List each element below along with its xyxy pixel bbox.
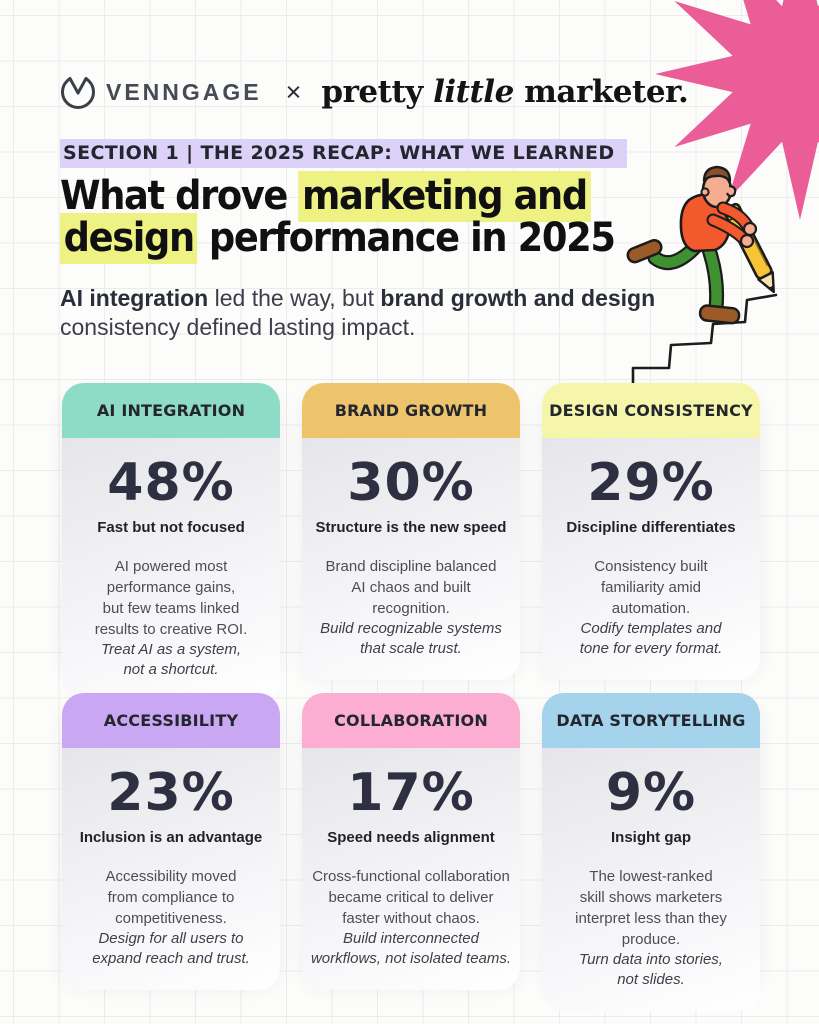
stat-tagline: Discipline differentiates [566,518,736,536]
staircase-line [631,293,778,394]
card-header: DESIGN CONSISTENCY [542,383,760,438]
stat-percent: 48% [107,453,235,513]
stat-takeaway: Treat AI as a system, not a shortcut. [100,640,242,679]
stat-tagline: Fast but not focused [97,518,245,536]
stat-tagline: Insight gap [611,828,691,846]
stat-description: Consistency built familiarity amid autom… [594,557,708,617]
stat-percent: 17% [347,763,475,823]
card-body: 30% Structure is the new speed Brand dis… [302,438,520,680]
nose [725,184,737,198]
card-header: AI INTEGRATION [62,383,280,438]
title-highlight-1: marketing and [298,171,591,222]
person-climbing-stairs-illustration [626,165,778,394]
page-title: What drove marketing and design performa… [60,171,616,264]
card-header: ACCESSIBILITY [62,693,280,748]
collab-x-separator: × [285,76,302,107]
card-header: BRAND GROWTH [302,383,520,438]
stat-takeaway: Codify templates and tone for every form… [579,619,723,658]
card-body: 48% Fast but not focused AI powered most… [62,438,280,701]
stat-description: Brand discipline balanced AI chaos and b… [325,557,497,617]
subtitle: AI integration led the way, but brand gr… [60,285,656,340]
title-highlight-2: design [60,212,198,264]
title-line-1: What drove marketing and [60,171,615,222]
card-design-consistency: DESIGN CONSISTENCY 29% Discipline differ… [542,383,760,680]
stat-description: Accessibility moved from compliance to c… [105,867,237,927]
section-label: SECTION 1 | THE 2025 RECAP: WHAT WE LEAR… [60,139,627,168]
stat-description: AI powered most performance gains, but f… [94,557,248,638]
brand-header: VENNGAGE × pretty little marketer. [60,74,689,110]
hair [702,165,732,183]
card-brand-growth: BRAND GROWTH 30% Structure is the new sp… [302,383,520,680]
stat-percent: 30% [347,453,475,513]
venngage-wordmark: VENNGAGE [106,78,262,105]
stat-description: Cross-functional collaboration became cr… [312,867,510,927]
stat-takeaway: Build interconnected workflows, not isol… [310,929,512,968]
stat-takeaway: Build recognizable systems that scale tr… [320,619,502,658]
title-line-2: design performance in 2025 [60,212,616,264]
card-ai-integration: AI INTEGRATION 48% Fast but not focused … [62,383,280,701]
card-body: 29% Discipline differentiates Consistenc… [542,438,760,680]
card-header: COLLABORATION [302,693,520,748]
stat-tagline: Structure is the new speed [315,518,507,536]
card-body: 9% Insight gap The lowest-ranked skill s… [542,748,760,1011]
stat-percent: 29% [587,453,715,513]
card-body: 23% Inclusion is an advantage Accessibil… [62,748,280,990]
card-accessibility: ACCESSIBILITY 23% Inclusion is an advant… [62,693,280,990]
card-collaboration: COLLABORATION 17% Speed needs alignment … [302,693,520,990]
stat-percent: 23% [107,763,235,823]
stat-takeaway: Design for all users to expand reach and… [92,929,250,968]
card-header: DATA STORYTELLING [542,693,760,748]
ear [700,187,710,197]
card-data-storytelling: DATA STORYTELLING 9% Insight gap The low… [542,693,760,1011]
pretty-little-marketer-wordmark: pretty little marketer. [321,74,689,110]
stat-description: The lowest-ranked skill shows marketers … [575,867,727,948]
stat-tagline: Inclusion is an advantage [79,828,263,846]
card-body: 17% Speed needs alignment Cross-function… [302,748,520,990]
stat-tagline: Speed needs alignment [327,828,495,846]
stat-cards-grid: AI INTEGRATION 48% Fast but not focused … [62,383,760,1011]
stat-takeaway: Turn data into stories, not slides. [579,950,723,989]
venngage-logo-icon [61,75,95,109]
stat-percent: 9% [605,763,697,823]
